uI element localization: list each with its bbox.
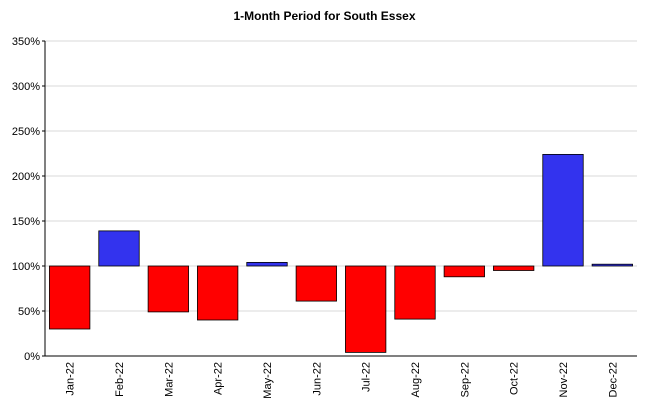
bars bbox=[49, 153, 633, 353]
bar-nov-22 bbox=[542, 153, 584, 267]
x-tick-label: Apr-22 bbox=[213, 362, 225, 395]
bar-mar-22 bbox=[147, 265, 189, 313]
x-tick-label: Jun-22 bbox=[311, 362, 323, 396]
bar-jan-22 bbox=[49, 265, 91, 330]
bar-feb-22 bbox=[98, 230, 140, 267]
bar-jul-22 bbox=[345, 265, 387, 353]
axes bbox=[42, 40, 637, 357]
bar-may-22 bbox=[246, 261, 288, 267]
x-tick-label: Jan-22 bbox=[65, 362, 77, 396]
y-tick-label: 250% bbox=[12, 126, 40, 138]
x-tick-label: Aug-22 bbox=[410, 362, 422, 397]
y-tick-label: 100% bbox=[12, 261, 40, 273]
x-tick-label: Nov-22 bbox=[558, 362, 570, 397]
y-tick-label: 0% bbox=[24, 351, 40, 363]
y-axis-tick-labels: 0% 50% 100% 150% 200% 250% 300% 350% bbox=[12, 36, 40, 363]
x-axis-tick-labels: Jan-22 Feb-22 Mar-22 Apr-22 May-22 Jun-22 Jul-… bbox=[65, 362, 620, 399]
x-tick-label: Feb-22 bbox=[114, 362, 126, 397]
bar-apr-22 bbox=[197, 265, 239, 321]
chart-title: 1-Month Period for South Essex bbox=[233, 9, 416, 23]
x-tick-label: Jul-22 bbox=[361, 362, 373, 392]
x-tick-label: May-22 bbox=[262, 362, 274, 399]
bar-aug-22 bbox=[394, 265, 436, 320]
bar-sep-22 bbox=[443, 265, 485, 278]
x-tick-label: Sep-22 bbox=[459, 362, 471, 397]
x-tick-label: Mar-22 bbox=[163, 362, 175, 397]
bar-dec-22 bbox=[591, 263, 633, 267]
x-tick-label: Oct-22 bbox=[509, 362, 521, 395]
y-tick-label: 300% bbox=[12, 81, 40, 93]
gridlines bbox=[45, 40, 637, 312]
x-tick-label: Dec-22 bbox=[607, 362, 619, 397]
y-tick-label: 350% bbox=[12, 36, 40, 48]
y-tick-label: 150% bbox=[12, 216, 40, 228]
y-tick-label: 200% bbox=[12, 171, 40, 183]
bar-oct-22 bbox=[493, 265, 535, 271]
y-tick-label: 50% bbox=[18, 306, 40, 318]
bar-jun-22 bbox=[295, 265, 337, 302]
